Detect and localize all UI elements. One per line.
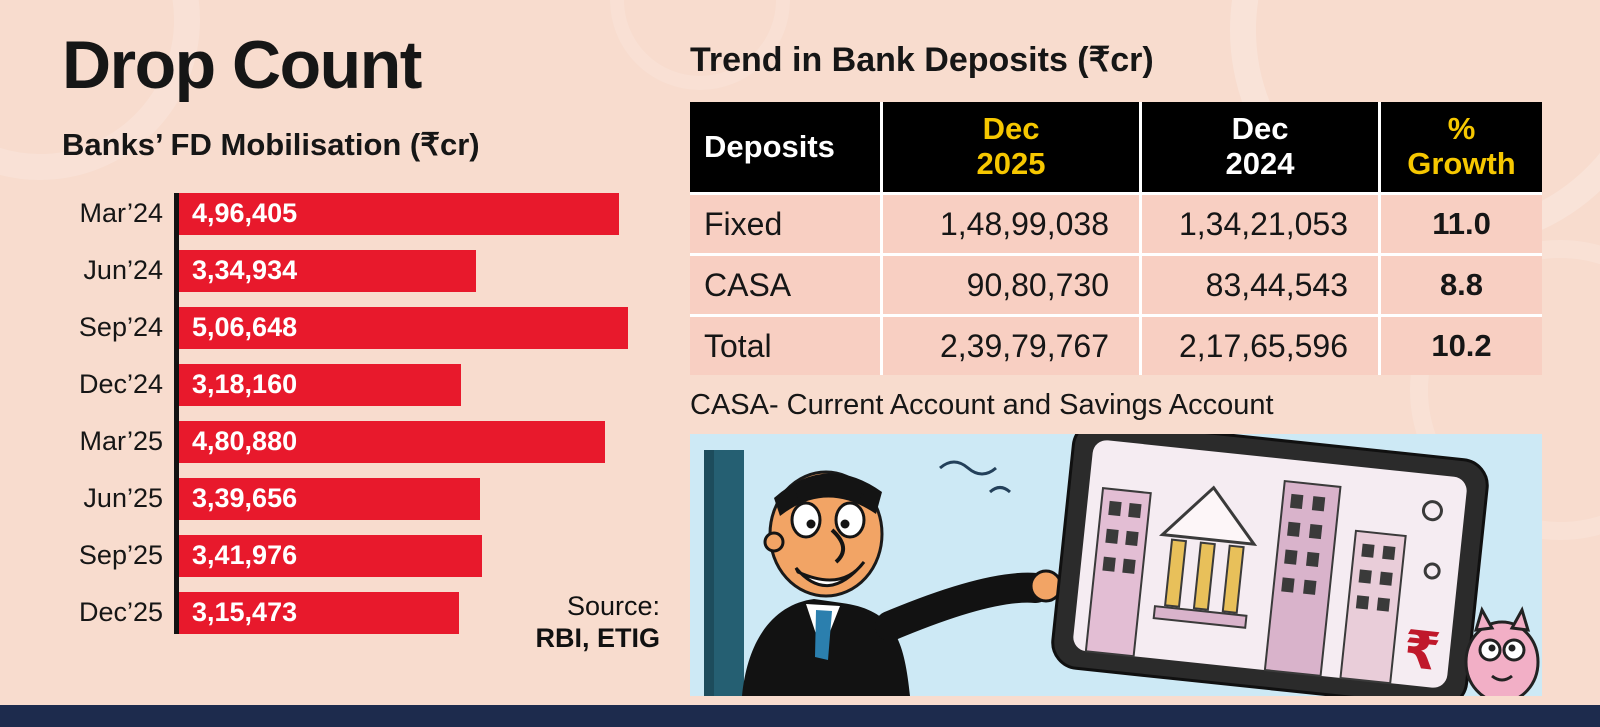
cartoon-pillar [704, 450, 744, 696]
table-cell: 83,44,543 [1142, 256, 1378, 314]
bar: 3,39,656 [179, 477, 480, 520]
chart-subtitle: Banks’ FD Mobilisation (₹cr) [62, 126, 480, 162]
bar-row: Sep’24 5,06,648 [62, 306, 662, 349]
table-row-label: Total [690, 317, 880, 375]
table-cell-growth: 10.2 [1381, 317, 1542, 375]
bar-row: Sep’25 3,41,976 [62, 534, 662, 577]
table-cell: 90,80,730 [883, 256, 1139, 314]
bar: 4,96,405 [179, 192, 619, 235]
bar-category-label: Dec’24 [78, 369, 163, 400]
bar-value-label: 3,15,473 [192, 597, 298, 628]
column-header-deposits: Deposits [690, 102, 880, 192]
table-cell-growth: 8.8 [1381, 256, 1542, 314]
bar-row: Dec’24 3,18,160 [62, 363, 662, 406]
cartoon-illustration-svg: ₹ [690, 434, 1542, 696]
bar-track: 5,06,648 [174, 306, 662, 349]
table-title: Trend in Bank Deposits (₹cr) [690, 41, 1154, 79]
bar-track: 4,80,880 [174, 420, 662, 463]
bar: 3,34,934 [179, 249, 477, 292]
bar-value-label: 3,34,934 [192, 255, 298, 286]
deposits-table: Deposits Dec 2025 Dec 2024 % Growth Fixe… [690, 102, 1542, 375]
table-row-label: Fixed [690, 195, 880, 253]
table-row-label: CASA [690, 256, 880, 314]
bar-row: Mar’24 4,96,405 [62, 192, 662, 235]
table-cell: 1,48,99,038 [883, 195, 1139, 253]
bar-row: Dec’25 3,15,473 [62, 591, 662, 634]
cartoon-creature [1464, 606, 1540, 696]
cartoon-illustration: ₹ [690, 434, 1542, 696]
bar-value-label: 3,41,976 [192, 540, 298, 571]
bottom-border-strip [0, 705, 1600, 727]
svg-text:₹: ₹ [1401, 620, 1443, 683]
bar-track: 3,15,473 [174, 591, 662, 634]
fd-bar-chart: Mar’24 4,96,405 Jun’24 3,34,934 Sep’24 5… [62, 192, 662, 634]
bar-track: 3,41,976 [174, 534, 662, 577]
headline: Drop Count [62, 27, 422, 103]
table-cell-growth: 11.0 [1381, 195, 1542, 253]
bar: 3,41,976 [179, 534, 483, 577]
deposits-trend-panel: Trend in Bank Deposits (₹cr) Deposits De… [690, 40, 1542, 696]
bar-value-label: 3,18,160 [192, 369, 298, 400]
table-footnote: CASA- Current Account and Savings Accoun… [690, 389, 1274, 421]
bar: 3,18,160 [179, 363, 462, 406]
bar-value-label: 4,96,405 [192, 198, 298, 229]
bar-value-label: 4,80,880 [192, 426, 298, 457]
column-header-dec-2024: Dec 2024 [1142, 102, 1378, 192]
bar-row: Jun’24 3,34,934 [62, 249, 662, 292]
source-attribution: Source: RBI, ETIG [535, 590, 660, 655]
source-label: Source: [566, 591, 660, 621]
source-value: RBI, ETIG [535, 623, 660, 654]
table-cell: 2,39,79,767 [883, 317, 1139, 375]
bar-value-label: 3,39,656 [192, 483, 298, 514]
bar-row: Jun’25 3,39,656 [62, 477, 662, 520]
fd-mobilisation-panel: Drop Count Banks’ FD Mobilisation (₹cr) … [62, 27, 662, 654]
bar-track: 3,39,656 [174, 477, 662, 520]
bar-track: 4,96,405 [174, 192, 662, 235]
bar-category-label: Sep’25 [78, 540, 163, 571]
bar-category-label: Jun’25 [83, 483, 163, 514]
column-header-growth: % Growth [1381, 102, 1542, 192]
bar-category-label: Dec’25 [78, 597, 163, 628]
bar-category-label: Jun’24 [83, 255, 163, 286]
bar: 5,06,648 [179, 306, 629, 349]
bar: 3,15,473 [179, 591, 459, 634]
column-header-dec-2025: Dec 2025 [883, 102, 1139, 192]
bar-category-label: Mar’24 [79, 198, 163, 229]
bar: 4,80,880 [179, 420, 606, 463]
bar-category-label: Sep’24 [78, 312, 163, 343]
bar-value-label: 5,06,648 [192, 312, 298, 343]
bar-category-label: Mar’25 [79, 426, 163, 457]
bar-track: 3,18,160 [174, 363, 662, 406]
chart-axis-line [174, 192, 179, 634]
cartoon-tablet: ₹ [1051, 434, 1489, 696]
table-cell: 2,17,65,596 [1142, 317, 1378, 375]
table-cell: 1,34,21,053 [1142, 195, 1378, 253]
cartoon-banker [742, 470, 1063, 696]
bar-track: 3,34,934 [174, 249, 662, 292]
bar-row: Mar’25 4,80,880 [62, 420, 662, 463]
